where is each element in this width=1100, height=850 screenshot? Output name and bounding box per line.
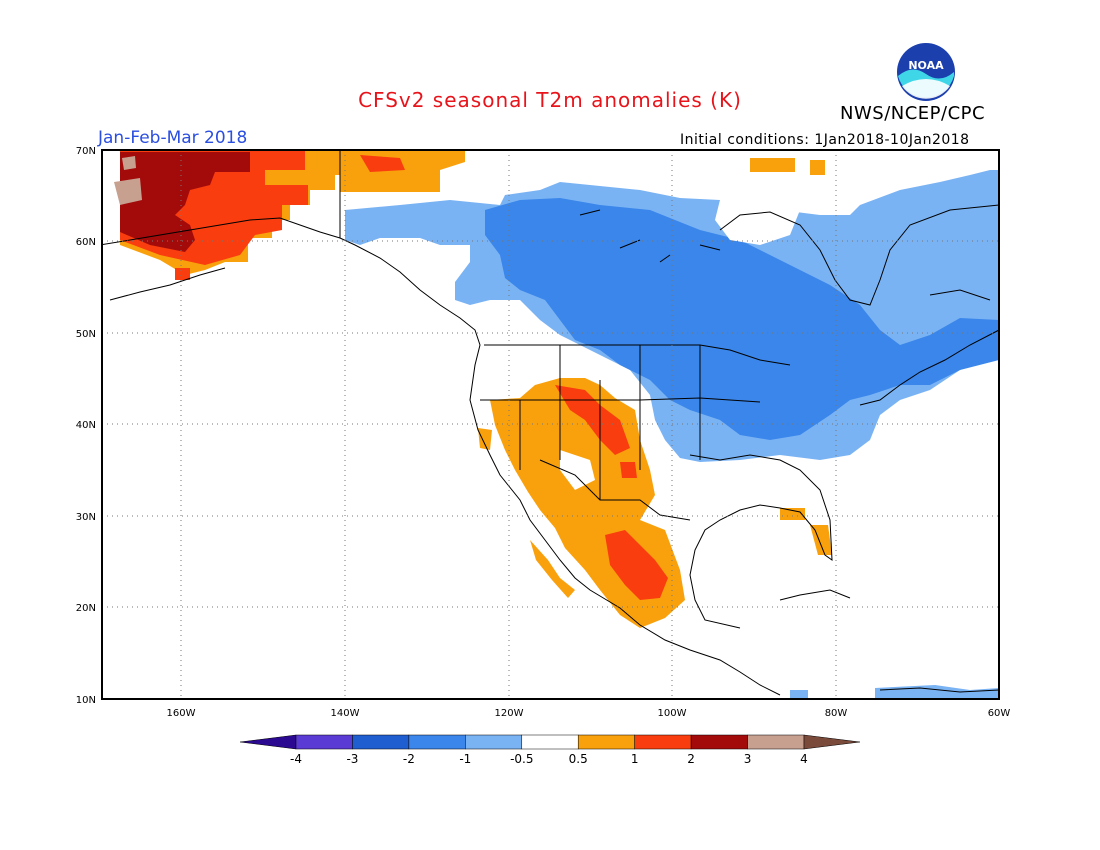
longitude-labels: 160W 140W 120W 100W 80W 60W <box>167 708 1011 719</box>
colorbar-label: 4 <box>800 752 808 766</box>
colorbar-segment <box>804 735 860 749</box>
lon-label: 160W <box>167 708 196 719</box>
colorbar-label: 0.5 <box>569 752 588 766</box>
colorbar-label: -1 <box>459 752 471 766</box>
anomaly-map: 70N 60N 50N 40N 30N 20N 10N 160W 140W 12… <box>0 0 1100 850</box>
colorbar-label: 3 <box>744 752 752 766</box>
colorbar-label: -4 <box>290 752 302 766</box>
lat-label: 60N <box>76 237 96 248</box>
colorbar-segment <box>578 735 634 749</box>
lon-label: 120W <box>495 708 524 719</box>
colorbar-label: -2 <box>403 752 415 766</box>
colorbar-segment <box>691 735 747 749</box>
colorbar-segment <box>352 735 408 749</box>
colorbar-label: -0.5 <box>510 752 533 766</box>
colorbar-segment <box>748 735 804 749</box>
colorbar-segment <box>409 735 465 749</box>
latitude-labels: 70N 60N 50N 40N 30N 20N 10N <box>76 146 96 706</box>
colorbar-segment <box>240 735 296 749</box>
colorbar-label: 2 <box>687 752 695 766</box>
lon-label: 80W <box>825 708 848 719</box>
colorbar: -4 -3 -2 -1 -0.5 0.5 1 2 3 4 <box>240 735 860 766</box>
lat-label: 10N <box>76 695 96 706</box>
lat-label: 40N <box>76 420 96 431</box>
lon-label: 140W <box>331 708 360 719</box>
colorbar-segment <box>635 735 691 749</box>
lat-label: 70N <box>76 146 96 157</box>
colorbar-label: -3 <box>346 752 358 766</box>
colorbar-label: 1 <box>631 752 639 766</box>
lat-label: 50N <box>76 329 96 340</box>
anomaly-fields <box>114 150 999 699</box>
colorbar-segment <box>296 735 352 749</box>
lon-label: 100W <box>658 708 687 719</box>
colorbar-segment <box>465 735 521 749</box>
lat-label: 20N <box>76 603 96 614</box>
colorbar-segment <box>522 735 578 749</box>
lat-label: 30N <box>76 512 96 523</box>
lon-label: 60W <box>988 708 1011 719</box>
